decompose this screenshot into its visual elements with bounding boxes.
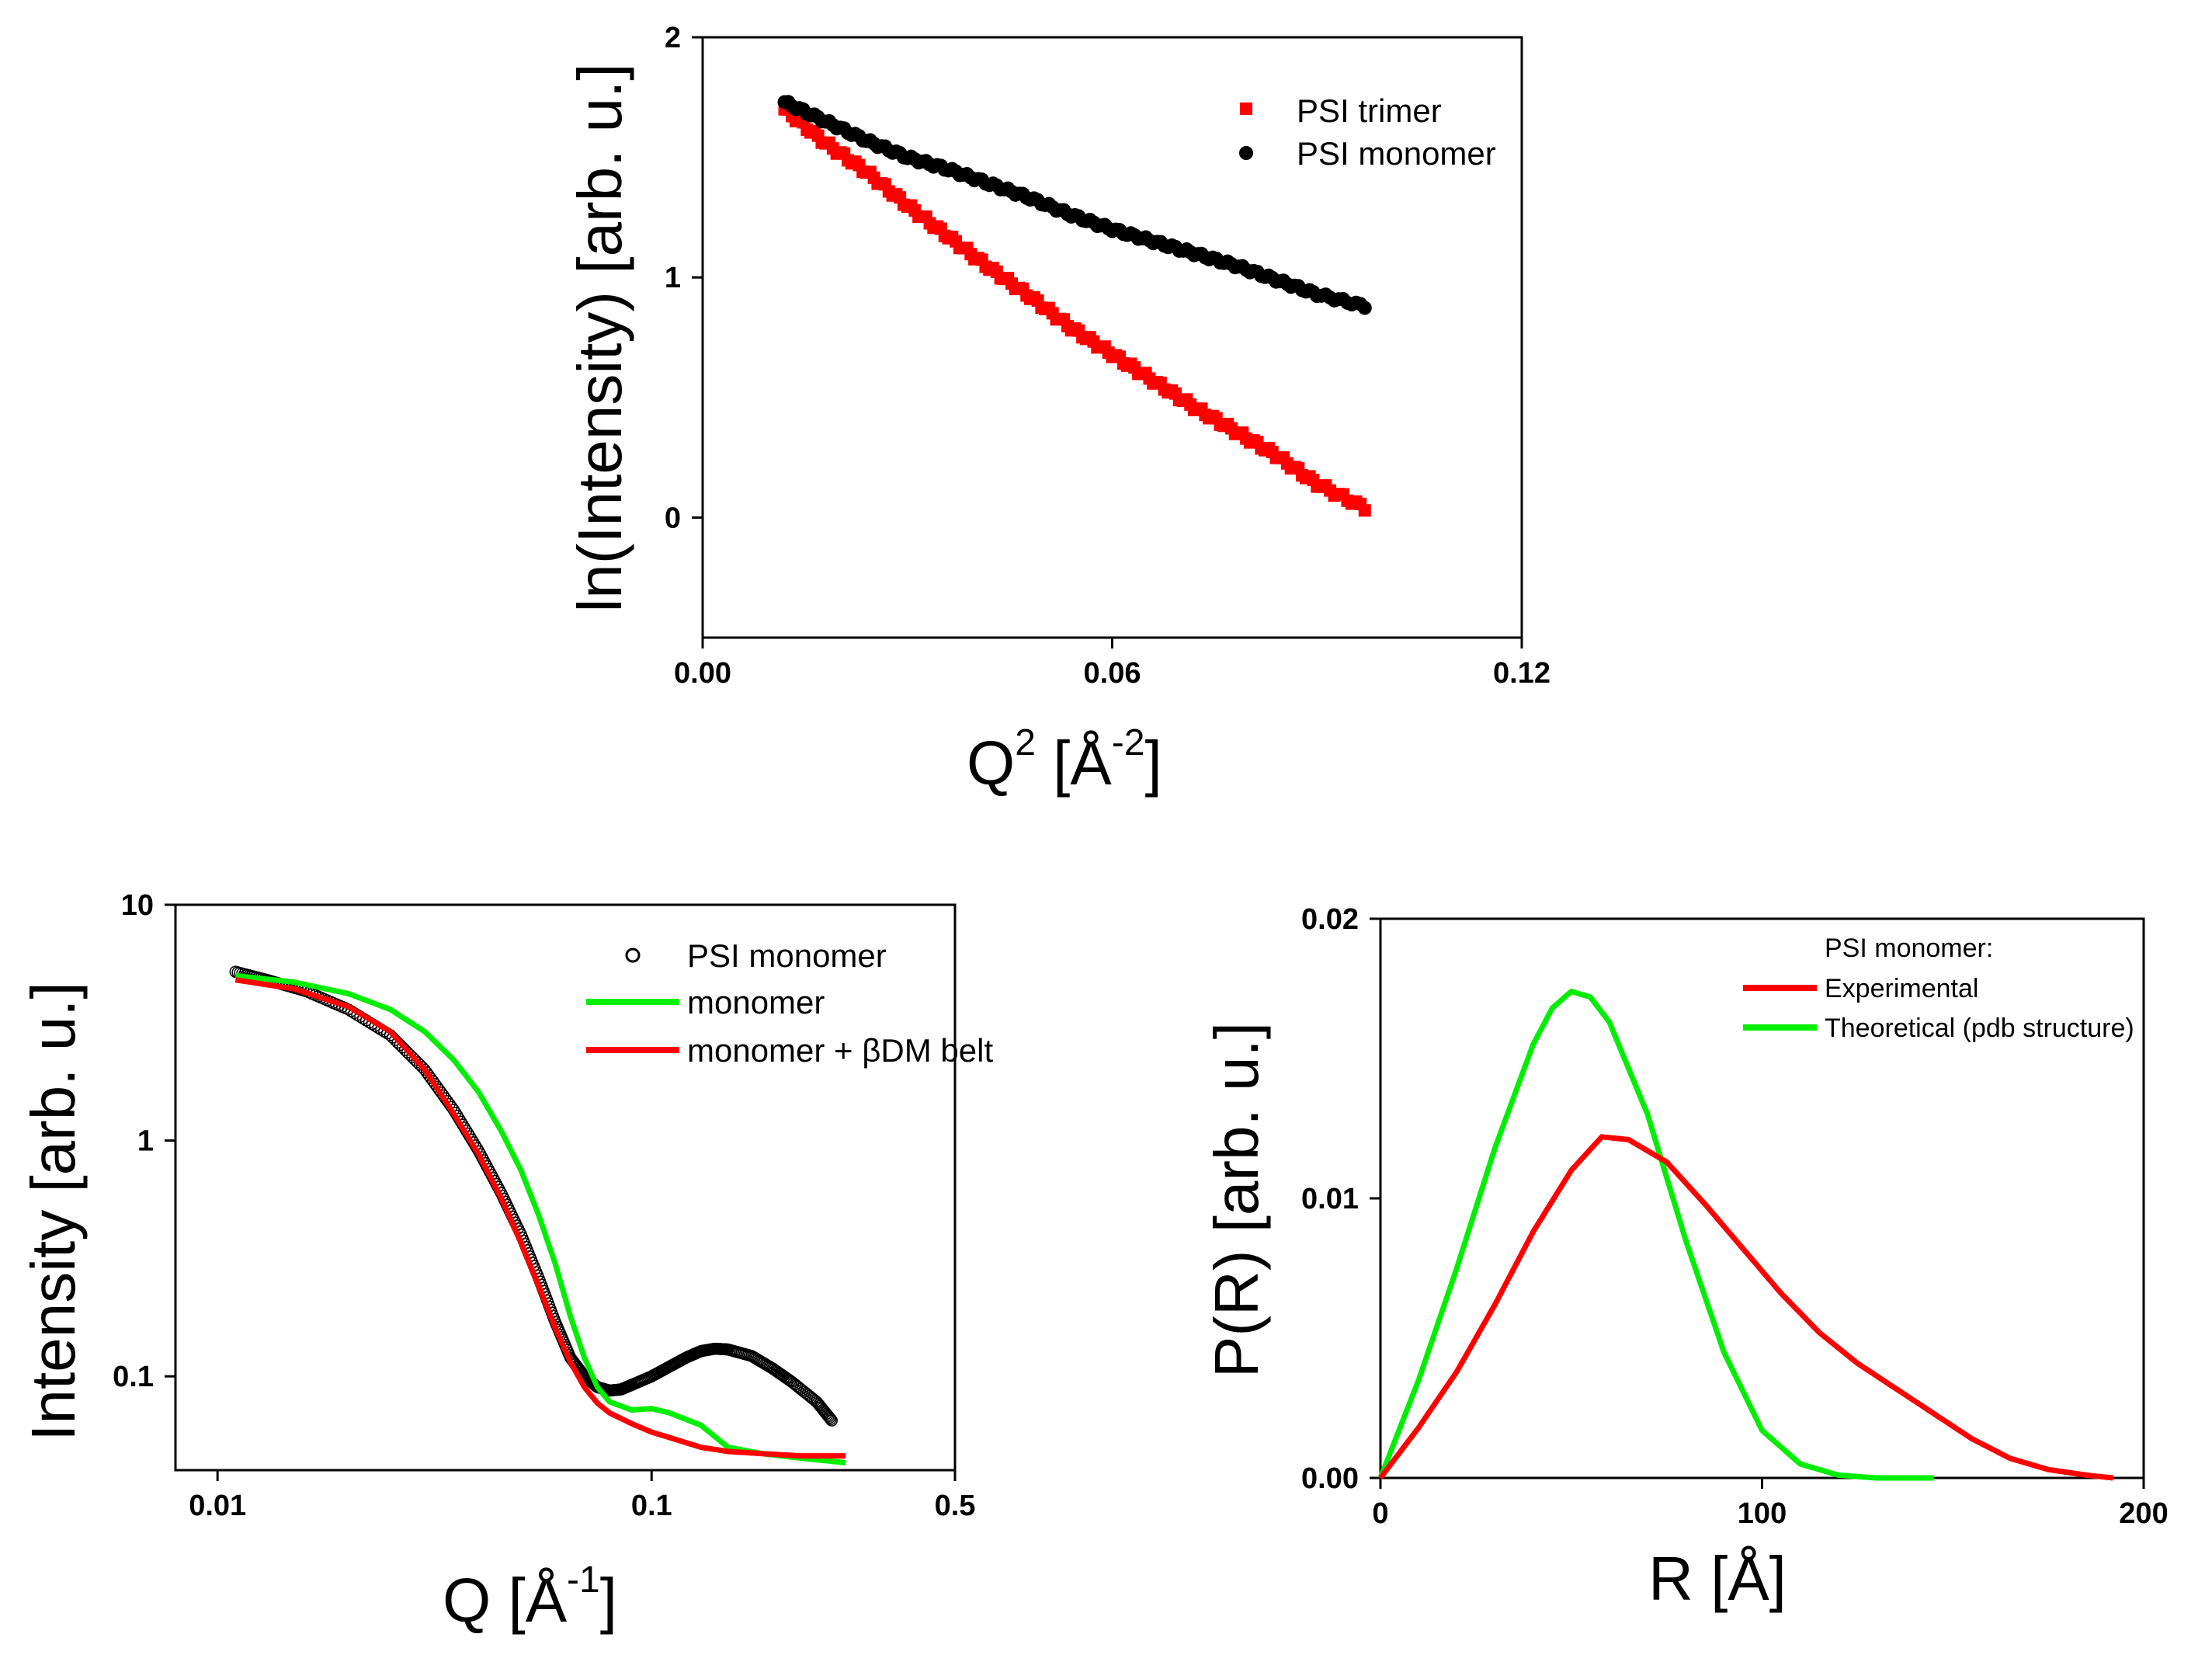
pair-distance-x-tick-label: 100 (1738, 1497, 1787, 1530)
guinier-x-axis-label-var: Q (967, 728, 1015, 798)
legend-marker-psi-monomer-open (625, 947, 641, 963)
legend-title-psi-monomer: PSI monomer: (1825, 934, 1993, 963)
pair-distance-plot-frame (1379, 917, 2145, 1479)
pair-distance-x-tick-label: 0 (1372, 1497, 1388, 1530)
guinier-x-axis-label-unit-close: ] (1144, 728, 1162, 798)
guinier-ticks: 0.00 0.06 0.12 0 1 2 (665, 22, 1550, 690)
pair-distance-y-tick-label: 0.02 (1301, 903, 1359, 936)
guinier-data-marks (777, 95, 1372, 517)
guinier-y-tick-label: 2 (665, 22, 681, 54)
pair-distance-y-axis-label: P(R) [arb. u.] (1202, 1022, 1271, 1378)
pair-distance-x-axis-label: R [Å] (1648, 1544, 1787, 1613)
scattering-panel: 0.01 0.1 0.5 0.1 1 10 Intensity [arb. u.] Q [… (19, 889, 993, 1635)
legend-label-monomer: monomer (687, 984, 825, 1020)
scattering-data-point (825, 1413, 837, 1426)
scattering-data-point (822, 1410, 835, 1423)
pair-distance-panel: 0 100 200 0.00 0.01 0.02 P(R) [arb. u.] R [Å]… (1202, 903, 2169, 1613)
scattering-y-tick-label: 0.1 (113, 1361, 154, 1393)
legend-label-theoretical: Theoretical (pdb structure) (1825, 1014, 2134, 1043)
legend-label-monomer-belt: monomer + βDM belt (687, 1032, 993, 1069)
guinier-x-axis-label-exp: 2 (1015, 722, 1036, 763)
scattering-monomer-curve (234, 972, 846, 1466)
legend-label-psi-trimer: PSI trimer (1297, 92, 1442, 129)
scattering-data-point (823, 1411, 836, 1424)
pair-distance-y-tick-label: 0.00 (1301, 1462, 1359, 1495)
scattering-plot-frame (174, 903, 957, 1472)
scattering-y-tick-label: 1 (137, 1125, 154, 1158)
pair-distance-ticks: 0 100 200 0.00 0.01 0.02 (1301, 903, 2169, 1530)
pair-distance-theoretical-curve (1377, 989, 1935, 1481)
scattering-ticks: 0.01 0.1 0.5 0.1 1 10 (113, 889, 975, 1522)
guinier-x-axis-label-unit-exp: -2 (1112, 722, 1145, 763)
guinier-trimer-point (1358, 504, 1371, 517)
pair-distance-legend: PSI monomer: Experimental Theoretical (p… (1743, 934, 2134, 1043)
guinier-monomer-point (1357, 301, 1372, 315)
guinier-y-tick-label: 1 (665, 262, 681, 294)
scattering-x-axis-label-var: Q (443, 1566, 491, 1635)
scattering-y-axis-label: Intensity [arb. u.] (19, 982, 88, 1441)
scattering-x-tick-label: 0.5 (935, 1490, 976, 1522)
scattering-monomer-belt-curve (234, 977, 846, 1459)
scattering-legend: PSI monomer monomer monomer + βDM belt (586, 937, 993, 1069)
legend-label-psi-monomer-data: PSI monomer (687, 937, 887, 974)
pair-distance-experimental-curve (1378, 1134, 2114, 1481)
legend-marker-psi-trimer (1240, 103, 1252, 115)
scattering-data-marks (229, 965, 846, 1466)
legend-label-experimental: Experimental (1825, 974, 1978, 1003)
scattering-y-tick-label: 10 (121, 889, 154, 922)
scattering-x-tick-label: 0.01 (189, 1490, 246, 1522)
guinier-y-axis-label: ln(Intensity) [arb. u.] (565, 64, 634, 613)
scattering-x-axis-label-unit-close: ] (600, 1566, 617, 1635)
guinier-x-axis-label-unit: [Å (1036, 728, 1112, 798)
scattering-x-axis-label-unit: [Å (491, 1566, 567, 1635)
scattering-data-point (825, 1414, 838, 1427)
guinier-x-tick-label: 0.06 (1084, 657, 1141, 690)
guinier-x-tick-label: 0.00 (674, 657, 731, 690)
guinier-x-axis-label: Q2 [Å-2] (967, 722, 1162, 798)
pair-distance-x-tick-label: 200 (2119, 1497, 2168, 1530)
scattering-x-axis-label-unit-exp: -1 (567, 1559, 600, 1601)
scattering-x-tick-label: 0.1 (631, 1490, 672, 1522)
legend-label-psi-monomer: PSI monomer (1297, 135, 1496, 172)
legend-marker-psi-monomer (1239, 146, 1253, 160)
pair-distance-data-marks (1377, 989, 2114, 1481)
guinier-legend: PSI trimer PSI monomer (1239, 92, 1496, 172)
guinier-x-tick-label: 0.12 (1493, 657, 1550, 690)
pair-distance-y-tick-label: 0.01 (1301, 1183, 1359, 1215)
scattering-x-axis-label: Q [Å-1] (443, 1559, 617, 1635)
guinier-y-tick-label: 0 (665, 502, 681, 534)
